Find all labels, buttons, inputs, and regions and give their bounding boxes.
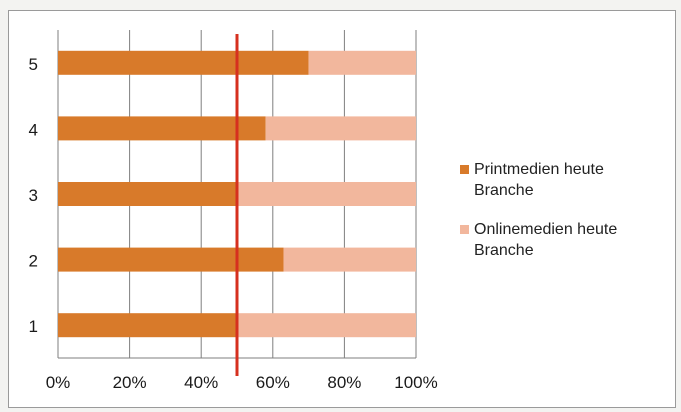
bar-print-2 xyxy=(58,247,284,272)
legend-label-online: Onlinemedien heute Branche xyxy=(474,221,617,259)
legend-label-print: Printmedien heute Branche xyxy=(474,161,604,199)
y-tick-label: 4 xyxy=(29,120,38,139)
bar-print-4 xyxy=(58,116,266,141)
bar-online-4 xyxy=(265,116,416,141)
x-tick-label: 60% xyxy=(256,373,290,392)
x-tick-label: 100% xyxy=(394,373,437,392)
x-tick-label: 80% xyxy=(327,373,361,392)
legend-swatch-print xyxy=(460,165,469,174)
bar-print-5 xyxy=(58,50,309,75)
y-tick-label: 1 xyxy=(29,317,38,336)
bar-online-2 xyxy=(283,247,416,272)
x-tick-label: 40% xyxy=(184,373,218,392)
chart-frame xyxy=(8,10,676,408)
bar-print-3 xyxy=(58,182,237,206)
y-tick-label: 2 xyxy=(29,252,38,271)
bar-print-1 xyxy=(58,313,237,338)
legend-swatch-online xyxy=(460,225,469,234)
bar-online-5 xyxy=(308,50,416,75)
bar-online-3 xyxy=(237,182,416,206)
bar-online-1 xyxy=(237,313,416,338)
y-tick-label: 5 xyxy=(29,55,38,74)
y-tick-label: 3 xyxy=(29,186,38,205)
x-tick-label: 20% xyxy=(113,373,147,392)
x-tick-label: 0% xyxy=(46,373,71,392)
